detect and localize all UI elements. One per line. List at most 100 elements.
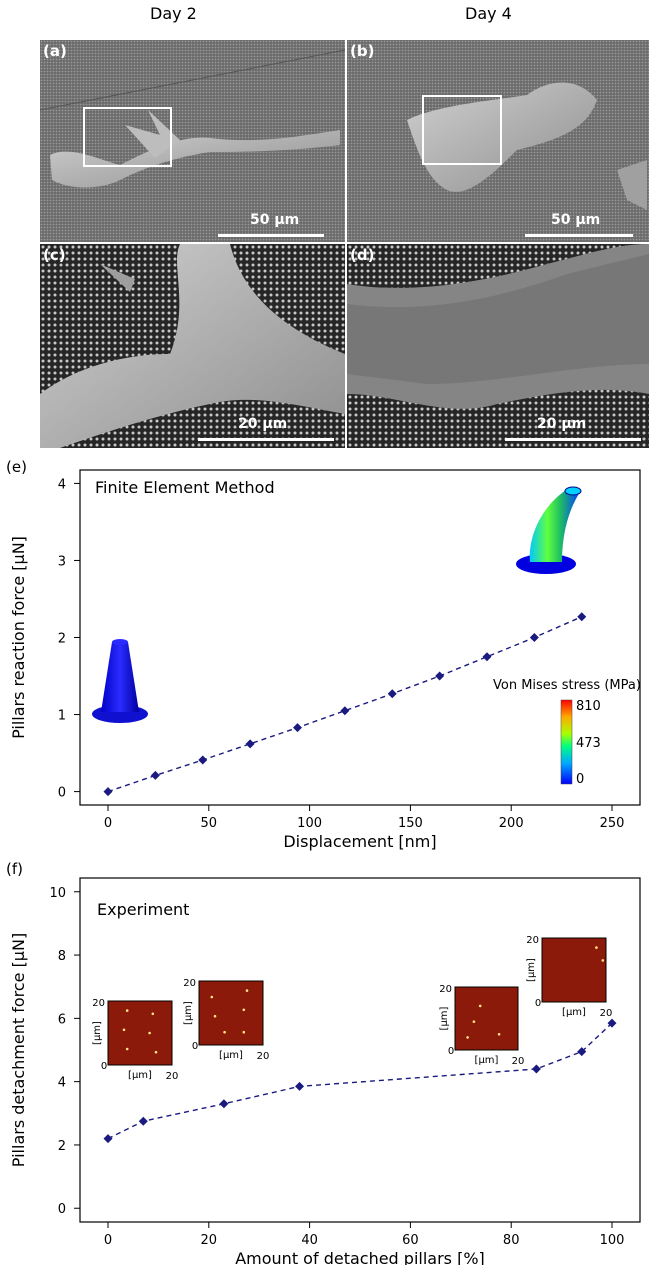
detached-pillar-map-inset: 20 0 20 [µm] [µm] [439,984,524,1067]
y-tick-label: 10 [49,886,66,901]
series-line [107,616,583,793]
data-point [293,723,303,733]
detached-pillar-dot [125,1009,129,1012]
colorbar-tick-mid: 473 [576,736,601,751]
scale-bar-b [525,234,633,237]
colorbar-title: Von Mises stress (MPa) [493,678,641,693]
undeformed-pillar-icon [92,639,148,723]
inset-unit-label: [µm] [128,1070,152,1081]
detached-pillar-dot [154,1050,158,1054]
panel-label-f: (f) [6,860,23,878]
x-axis-label: Displacement [nm] [283,832,436,851]
y-tick-label: 0 [58,1202,66,1217]
colorbar-tick-min: 0 [576,772,584,787]
detached-pillar-map-inset: 20 0 20 [µm] [µm] [92,998,178,1082]
sem-image-d: (d) 20 µm [347,244,649,448]
detached-pillar-dot [210,995,214,999]
inset-tick: 20 [526,935,539,946]
colorbar-tick-max: 810 [576,699,601,714]
x-tick-label: 200 [499,816,524,831]
x-tick-label: 0 [104,1233,112,1248]
data-point [138,1116,148,1126]
inset-unit-label: [µm] [219,1050,243,1061]
detached-pillar-dot [472,1020,476,1023]
detached-pillar-dot [122,1028,126,1032]
inset-tick: 20 [183,978,196,989]
panel-label-d: (d) [350,246,375,264]
data-point [295,1081,305,1091]
detached-pillar-dot [148,1031,151,1035]
inset-tick: 20 [512,1056,525,1067]
column-header-day4: Day 4 [465,4,512,23]
series-line [107,1022,613,1140]
detached-pillar-dot [242,1008,246,1012]
inset-tick: 0 [192,1041,198,1052]
inset-tick: 0 [101,1061,107,1072]
inset-tick: 20 [439,984,452,995]
data-point [529,633,539,642]
scale-text-d: 20 µm [537,416,587,432]
y-tick-label: 6 [58,1012,66,1027]
data-point [435,671,445,681]
data-point [103,1134,113,1144]
inset-unit-label: [µm] [183,1001,194,1025]
y-tick-label: 2 [58,1139,66,1154]
inset-tick: 0 [448,1046,454,1057]
inset-tick: 20 [600,1008,613,1019]
x-axis-label: Amount of detached pillars [%] [235,1249,485,1265]
detached-pillar-map-inset: 20 0 20 [µm] [µm] [526,935,612,1019]
y-tick-label: 1 [58,709,66,724]
detached-pillar-dot [213,1014,217,1018]
inset-unit-label: [µm] [475,1055,499,1066]
x-tick-label: 150 [398,816,423,831]
inset-unit-label: [µm] [526,958,537,982]
data-point [245,739,255,749]
inset-map [198,980,264,1046]
inset-tick: 20 [257,1051,270,1062]
inset-tick: 20 [92,998,105,1009]
y-tick-label: 8 [58,949,66,964]
panel-label-c: (c) [43,246,66,264]
inset-tick: 20 [166,1071,179,1082]
detached-pillar-dot [242,1030,246,1034]
panel-label-b: (b) [350,42,375,60]
detached-pillar-dot [478,1004,482,1008]
inset-unit-label: [µm] [439,1006,450,1030]
scale-bar-c [198,438,334,441]
annotation-fem: Finite Element Method [95,478,275,497]
y-axis-label: Pillars detachment force [µN] [9,933,28,1167]
inset-map [454,986,519,1051]
x-tick-label: 250 [600,816,625,831]
inset-map [541,937,607,1003]
detached-pillar-dot [601,959,605,962]
detached-pillar-map-inset: 20 0 20 [µm] [µm] [183,978,269,1062]
chart-f: 0 20 40 60 80 100 0 2 4 6 8 10 Amount of detached pi… [9,877,641,1265]
column-header-day2: Day 2 [150,4,197,23]
detached-pillar-dot [466,1036,469,1039]
inset-map [107,1000,173,1066]
panel-label-a: (a) [43,42,67,60]
data-point [219,1099,229,1109]
data-point [531,1064,541,1074]
data-point [482,652,492,662]
x-tick-label: 100 [297,816,322,831]
annotation-experiment: Experiment [97,900,189,919]
detached-pillar-dot [595,946,598,949]
x-tick-label: 50 [201,816,218,831]
x-tick-label: 60 [402,1233,419,1248]
sem-image-a: (a) 50 µm [40,40,345,242]
y-tick-label: 4 [58,1076,66,1091]
y-tick-label: 2 [58,632,66,647]
sem-image-c: (c) 20 µm [40,244,345,448]
x-tick-label: 80 [503,1233,520,1248]
x-tick-label: 0 [104,816,112,831]
data-point [198,755,208,765]
scale-text-b: 50 µm [551,212,601,228]
scale-bar-a [218,234,324,237]
sem-image-b: (b) 50 µm [347,40,649,242]
data-point [577,612,587,622]
panel-label-e: (e) [6,458,27,476]
data-point [150,770,160,780]
detached-pillar-dot [151,1012,155,1016]
y-tick-label: 0 [58,786,66,801]
